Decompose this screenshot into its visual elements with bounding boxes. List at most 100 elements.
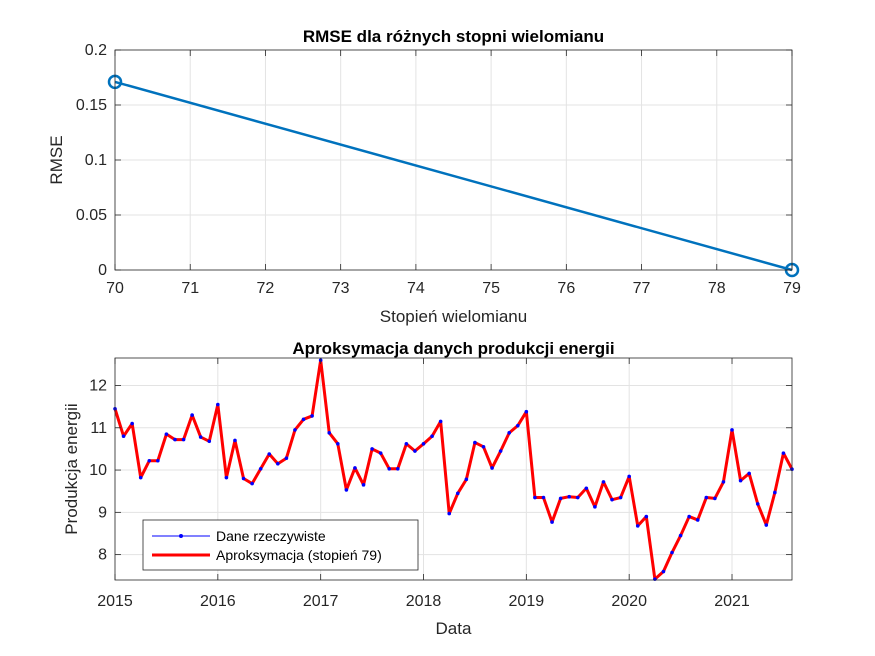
energy-y-ticks: 8 9 10 11 12: [89, 377, 792, 564]
energy-chart-title: Aproksymacja danych produkcji energii: [292, 339, 614, 358]
energy-real-point: [584, 486, 589, 491]
rmse-y-axis-label: RMSE: [47, 135, 66, 184]
energy-real-point: [370, 447, 374, 451]
energy-real-point: [721, 480, 726, 484]
energy-real-point: [207, 439, 212, 444]
energy-real-point: [224, 475, 229, 480]
energy-real-point: [241, 476, 246, 481]
rmse-x-tick-label: 79: [783, 280, 801, 297]
energy-real-point: [181, 437, 186, 442]
energy-real-point: [121, 434, 126, 439]
rmse-x-axis-label: Stopień wielomianu: [380, 307, 527, 326]
energy-real-point: [267, 452, 272, 456]
rmse-x-tick-label: 73: [332, 280, 350, 297]
energy-real-point: [438, 419, 443, 424]
energy-real-point: [216, 402, 220, 407]
energy-real-point: [464, 477, 469, 482]
energy-legend: Dane rzeczywiste Aproksymacja (stopień 7…: [142, 519, 419, 571]
energy-y-tick-label: 8: [98, 547, 107, 564]
energy-real-point: [130, 421, 134, 426]
energy-axes-box: [114, 357, 793, 581]
energy-real-point: [498, 449, 503, 453]
energy-real-point: [395, 466, 400, 471]
legend-box: [142, 519, 419, 571]
energy-real-point: [361, 483, 366, 487]
energy-y-axis-label: Produkcja energii: [62, 403, 81, 534]
energy-y-tick-label: 10: [89, 462, 107, 479]
energy-x-tick-label: 2017: [303, 593, 339, 610]
energy-real-point: [773, 490, 777, 495]
energy-x-tick-label: 2020: [611, 593, 647, 610]
energy-real-point: [575, 495, 580, 500]
energy-real-point: [344, 488, 349, 492]
energy-real-point: [284, 456, 289, 461]
legend-marker-dane: [179, 534, 183, 538]
energy-x-tick-label: 2019: [509, 593, 545, 610]
rmse-x-tick-label: 75: [482, 280, 500, 297]
energy-real-point: [764, 523, 769, 527]
energy-real-point: [233, 438, 237, 443]
energy-real-point: [644, 514, 649, 519]
energy-real-point: [781, 451, 786, 455]
rmse-x-tick-label: 70: [106, 280, 124, 297]
rmse-series-line: [114, 80, 793, 272]
energy-real-point: [387, 466, 392, 471]
energy-real-point: [704, 495, 709, 500]
rmse-x-tick-label: 72: [257, 280, 275, 297]
energy-real-point: [258, 466, 263, 471]
rmse-x-tick-label: 76: [557, 280, 575, 297]
rmse-y-tick-label: 0.1: [85, 152, 107, 169]
energy-real-point: [730, 428, 734, 432]
energy-real-point: [661, 569, 666, 574]
energy-x-axis-label: Data: [436, 619, 472, 638]
energy-series: [113, 358, 794, 581]
energy-real-point: [293, 428, 297, 432]
energy-real-point: [618, 495, 623, 500]
energy-y-tick-label: 11: [90, 420, 107, 437]
rmse-axes: 70 71 72 73 74 75 76 77 78 79 0 0.05 0.1 0.15 0.2 RMS…: [47, 27, 801, 326]
energy-real-point: [447, 511, 452, 516]
energy-real-point: [601, 480, 606, 484]
energy-y-tick-label: 9: [98, 504, 107, 521]
energy-real-point: [541, 495, 546, 500]
energy-real-point: [276, 461, 280, 466]
rmse-chart-title: RMSE dla różnych stopni wielomianu: [303, 27, 604, 46]
energy-real-point: [173, 437, 177, 442]
energy-real-point: [455, 491, 460, 496]
energy-real-point: [610, 497, 614, 502]
rmse-x-tick-label: 71: [181, 280, 199, 297]
energy-real-point: [430, 434, 434, 439]
energy-real-point: [550, 520, 554, 524]
energy-real-point: [138, 475, 143, 480]
energy-real-point: [593, 505, 597, 509]
energy-real-point: [353, 466, 357, 470]
energy-real-point: [515, 423, 520, 428]
energy-real-point: [490, 466, 494, 470]
energy-real-point: [147, 458, 152, 463]
energy-real-point: [670, 550, 674, 555]
energy-real-point: [421, 442, 426, 446]
energy-real-point: [533, 495, 537, 500]
energy-real-point: [653, 577, 657, 581]
legend-label-dane: Dane rzeczywiste: [216, 528, 326, 544]
energy-x-tick-label: 2021: [714, 593, 750, 610]
energy-real-point: [164, 432, 169, 436]
energy-real-point: [755, 502, 760, 506]
energy-x-tick-label: 2015: [97, 593, 133, 610]
energy-real-point: [250, 481, 254, 486]
energy-real-point: [747, 471, 751, 476]
energy-real-point: [190, 413, 194, 417]
legend-label-aproksymacja: Aproksymacja (stopień 79): [216, 547, 382, 563]
rmse-x-tick-label: 77: [633, 280, 651, 297]
rmse-x-tick-label: 78: [708, 280, 726, 297]
energy-real-point: [738, 478, 743, 483]
rmse-x-tick-label: 74: [407, 280, 425, 297]
energy-real-point: [301, 417, 306, 422]
energy-real-point: [404, 442, 409, 446]
energy-x-tick-label: 2018: [406, 593, 442, 610]
rmse-y-tick-label: 0.15: [76, 97, 107, 114]
energy-real-point: [378, 451, 383, 455]
rmse-y-tick-label: 0: [98, 262, 107, 279]
energy-y-tick-label: 12: [89, 377, 107, 394]
rmse-x-ticks: 70 71 72 73 74 75 76 77 78 79: [106, 50, 801, 297]
